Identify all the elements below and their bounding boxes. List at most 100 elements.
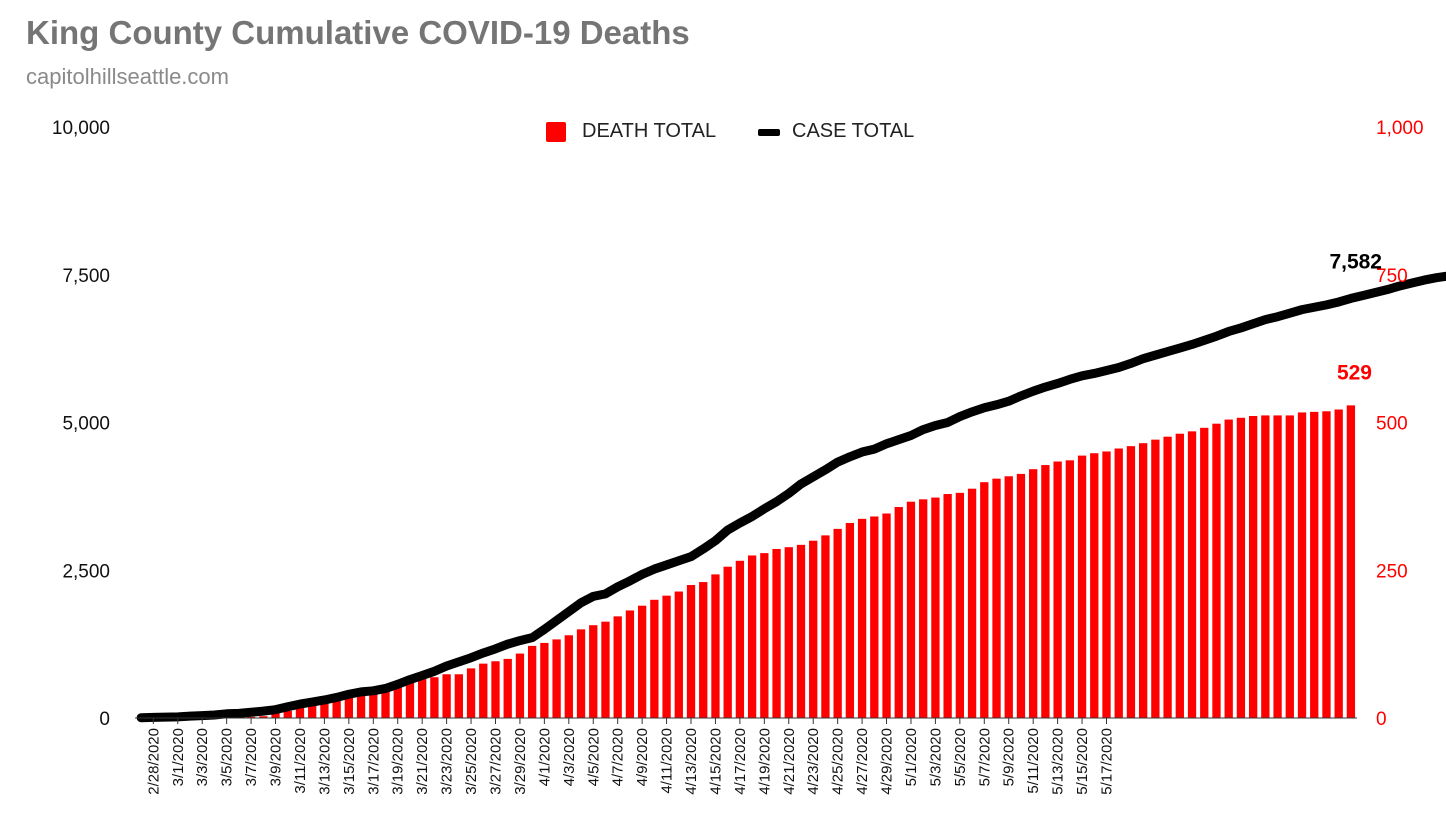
x-tick-label: 5/3/2020 — [927, 728, 944, 786]
death-bar — [809, 540, 818, 718]
death-bar — [637, 605, 647, 718]
death-bar — [919, 499, 928, 718]
death-bar — [906, 501, 916, 718]
death-bar — [246, 716, 256, 718]
death-bar — [1261, 415, 1270, 718]
death-bar — [650, 599, 659, 718]
x-tick-label: 4/13/2020 — [683, 728, 700, 795]
x-tick-label: 4/17/2020 — [732, 728, 749, 795]
death-bar — [271, 713, 280, 718]
death-bar — [1029, 469, 1038, 718]
death-bar — [967, 488, 977, 718]
x-tick-label: 4/3/2020 — [561, 728, 578, 786]
y-right-tick-label: 0 — [1376, 709, 1387, 730]
x-tick-label: 3/27/2020 — [487, 728, 504, 795]
death-bar — [1224, 419, 1233, 718]
death-bar — [1310, 411, 1319, 718]
x-tick-label: 5/5/2020 — [952, 728, 969, 786]
legend-label-cases: CASE TOTAL — [792, 120, 915, 142]
death-bar — [295, 707, 305, 718]
case-total-line — [136, 271, 1446, 723]
x-tick-label: 3/13/2020 — [316, 728, 333, 795]
death-bar — [1200, 427, 1209, 718]
death-bar — [882, 513, 891, 718]
case-line-layer — [136, 271, 1446, 723]
y-right-tick-label: 1,000 — [1376, 118, 1424, 139]
death-bar — [1163, 436, 1172, 718]
death-bar — [955, 492, 965, 718]
y-left-tick-label: 10,000 — [52, 118, 110, 139]
death-bar — [711, 574, 720, 718]
death-bar — [1053, 461, 1062, 718]
death-bar — [1139, 443, 1148, 718]
x-tick-label: 4/29/2020 — [879, 728, 896, 795]
death-bar — [466, 668, 476, 718]
death-bar — [833, 528, 842, 718]
death-bar — [625, 610, 635, 718]
y-left-tick-label: 2,500 — [62, 561, 110, 582]
x-tick-label: 5/7/2020 — [976, 728, 993, 786]
death-bar — [772, 548, 781, 718]
death-bar — [662, 595, 671, 718]
death-bar — [1126, 446, 1136, 718]
death-bar — [381, 689, 390, 718]
death-bar — [943, 494, 952, 718]
x-tick-label: 5/1/2020 — [903, 728, 920, 786]
x-tick-label: 3/9/2020 — [268, 728, 285, 786]
x-tick-label: 2/28/2020 — [145, 728, 162, 795]
x-tick-label: 4/25/2020 — [830, 728, 847, 795]
death-bar — [540, 642, 549, 718]
death-bar — [980, 482, 989, 718]
x-tick-label: 3/17/2020 — [365, 728, 382, 795]
death-bar — [479, 663, 488, 718]
death-bar — [1322, 411, 1331, 718]
x-tick-label: 3/23/2020 — [439, 728, 456, 795]
death-bar — [369, 691, 378, 718]
death-bar — [1065, 460, 1074, 718]
death-bar — [931, 497, 940, 718]
death-bar — [747, 555, 757, 718]
death-bar — [1114, 448, 1123, 718]
death-bar — [1212, 423, 1221, 718]
death-bar — [1102, 451, 1111, 718]
death-bar — [735, 560, 745, 718]
x-tick-label: 4/21/2020 — [781, 728, 798, 795]
death-bar — [760, 553, 769, 718]
x-tick-label: 5/11/2020 — [1025, 728, 1042, 794]
death-total-data-label: 529 — [1337, 361, 1372, 384]
death-bar — [821, 535, 830, 718]
death-bar — [356, 693, 366, 718]
x-tick-label: 4/1/2020 — [536, 728, 553, 786]
x-tick-label: 3/1/2020 — [170, 728, 187, 786]
death-bar — [1077, 455, 1087, 718]
death-bar — [1285, 415, 1294, 718]
y-left-tick-label: 5,000 — [62, 414, 110, 435]
x-tick-label: 5/13/2020 — [1050, 728, 1067, 795]
x-tick-label: 3/3/2020 — [194, 728, 211, 786]
x-tick-label: 5/15/2020 — [1074, 728, 1091, 795]
y-right-tick-label: 250 — [1376, 561, 1408, 582]
death-bar — [1346, 405, 1356, 718]
death-bar — [454, 674, 463, 718]
x-tick-label: 4/23/2020 — [805, 728, 822, 795]
death-bar — [686, 585, 696, 718]
case-total-data-label: 7,582 — [1329, 250, 1382, 273]
death-bar — [1151, 439, 1160, 718]
death-bar — [491, 661, 500, 718]
x-tick-label: 3/25/2020 — [463, 728, 480, 795]
death-bar — [992, 478, 1001, 718]
death-bar — [870, 516, 879, 718]
x-tick-label: 4/7/2020 — [610, 728, 627, 786]
death-bar — [442, 674, 451, 718]
x-tick-label: 4/15/2020 — [707, 728, 724, 795]
death-bar — [699, 582, 708, 718]
death-bar — [393, 684, 402, 718]
death-bar — [1236, 417, 1246, 718]
death-bar — [601, 621, 610, 718]
death-bar — [1297, 412, 1307, 718]
death-bar — [784, 547, 793, 718]
x-tick-label: 3/15/2020 — [341, 728, 358, 795]
y-right-tick-label: 750 — [1376, 266, 1408, 287]
axes — [135, 717, 1357, 724]
